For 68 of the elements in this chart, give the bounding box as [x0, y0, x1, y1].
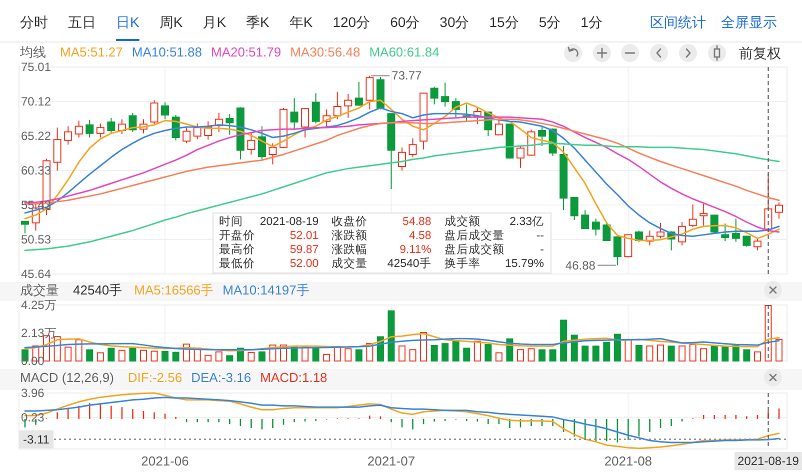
text: 4.58 — [408, 230, 432, 242]
category-label: 周K — [159, 14, 184, 30]
category-label: 60分 — [390, 14, 420, 30]
category-label: 涨跌幅 — [332, 243, 368, 256]
category-label: 开盘价 — [219, 229, 255, 242]
text: 2021-08-19 — [260, 216, 319, 228]
text: - — [540, 244, 544, 256]
x-tick-label: 2021-06 — [141, 454, 189, 468]
text: MA20:51.79 — [210, 44, 282, 60]
category-label: 盘后成交量 — [444, 228, 504, 242]
category-label: 最高价 — [219, 242, 255, 256]
y-tick-label: 50.53 — [21, 232, 52, 247]
category-label: 分时 — [20, 14, 48, 30]
text: 9.11% — [400, 244, 432, 256]
y-tick-label: 65.22 — [21, 129, 52, 143]
category-label: 五日 — [68, 14, 96, 30]
category-label: 年K — [289, 14, 314, 30]
category-label: 成交量 — [332, 256, 368, 270]
series-label: DEA:-3.16 — [191, 370, 252, 385]
category-label: 5分 — [538, 14, 561, 30]
category-label: 1分 — [580, 14, 602, 30]
y-tick-label: 75.01 — [21, 60, 52, 74]
text: 前复权 — [739, 45, 781, 61]
text: MACD:1.18 — [260, 370, 328, 385]
y-tick-label: 70.12 — [21, 94, 52, 108]
category-label: 30分 — [440, 14, 470, 30]
x-tick-label: 2021-08 — [604, 454, 652, 468]
text: 52.01 — [290, 230, 319, 242]
category-label: 月K — [202, 14, 227, 30]
text: 52.00 — [290, 258, 319, 270]
legend-title: MACD (12,26,9) — [20, 370, 114, 385]
legend-title: 成交量 — [20, 282, 59, 298]
y-tick-label: 45.64 — [21, 267, 52, 281]
category-label: 盘后成交额 — [444, 242, 504, 256]
category-label: 季K — [246, 14, 270, 30]
text: -- — [536, 230, 544, 242]
y-tick-label: 4.25万 — [21, 298, 56, 312]
text: MA10:14197手 — [222, 282, 310, 298]
annotation: 46.88 — [565, 258, 596, 272]
category-label: 涨跌额 — [332, 228, 368, 242]
text: MA60:61.84 — [369, 44, 440, 60]
category-label: 最低价 — [219, 257, 255, 270]
category-label: 120分 — [332, 14, 370, 30]
text: MA10:51.88 — [132, 44, 202, 60]
category-label: 收盘价 — [332, 215, 368, 228]
text: 2.33亿 — [510, 216, 544, 228]
category-label: 日K — [116, 14, 140, 30]
series-label: DIF:-2.56 — [128, 370, 182, 385]
text: 59.87 — [290, 244, 319, 256]
text: 42540手 — [73, 282, 122, 298]
category-label: 15分 — [489, 14, 519, 30]
y-tick-label: 3.96 — [21, 386, 45, 400]
ref-line-label: -3.11 — [23, 432, 50, 446]
text: 全屏显示 — [721, 14, 777, 30]
text: MA5:51.27 — [60, 44, 123, 60]
text: MA30:56.48 — [290, 44, 360, 60]
category-label: 换手率 — [444, 256, 480, 270]
text: 区间统计 — [650, 14, 706, 30]
legend-title: 均线 — [19, 44, 46, 60]
annotation: 73.77 — [392, 68, 422, 83]
category-label: 时间 — [219, 215, 243, 228]
text: 42540手 — [387, 258, 432, 270]
text: 54.88 — [402, 216, 432, 228]
text: 15.79% — [504, 258, 544, 270]
x-tick-label: 2021-07 — [367, 454, 416, 468]
category-label: 成交额 — [444, 214, 480, 228]
x-tick-label: 2021-08-19 — [738, 454, 800, 468]
text: MA5:16566手 — [134, 282, 214, 298]
